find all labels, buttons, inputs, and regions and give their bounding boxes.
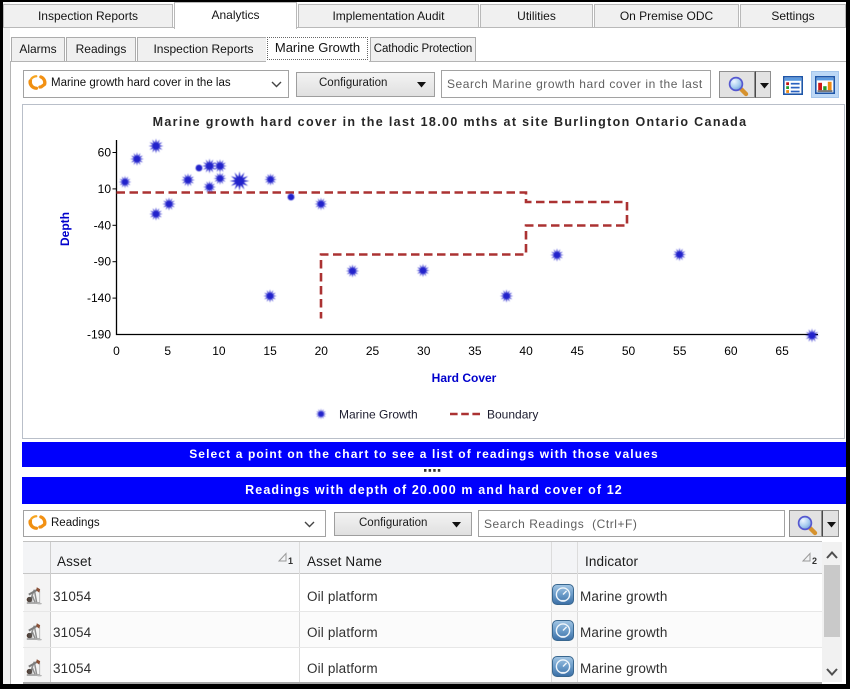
svg-text:-90: -90 bbox=[94, 255, 112, 269]
svg-text:-140: -140 bbox=[87, 291, 111, 305]
svg-text:Depth: Depth bbox=[58, 212, 72, 246]
svg-text:Hard Cover: Hard Cover bbox=[432, 371, 497, 385]
svg-text:60: 60 bbox=[98, 146, 112, 160]
svg-text:25: 25 bbox=[366, 344, 380, 358]
svg-text:20: 20 bbox=[315, 344, 329, 358]
svg-text:Boundary: Boundary bbox=[487, 408, 538, 422]
svg-text:35: 35 bbox=[468, 344, 482, 358]
svg-text:45: 45 bbox=[571, 344, 585, 358]
svg-text:Marine Growth: Marine Growth bbox=[339, 408, 418, 422]
svg-text:40: 40 bbox=[519, 344, 533, 358]
svg-text:10: 10 bbox=[98, 182, 112, 196]
svg-text:1: 1 bbox=[288, 556, 293, 565]
svg-text:50: 50 bbox=[622, 344, 636, 358]
svg-text:-190: -190 bbox=[87, 328, 111, 342]
svg-text:0: 0 bbox=[113, 344, 120, 358]
svg-text:2: 2 bbox=[812, 556, 817, 565]
svg-text:Marine growth hard cover in th: Marine growth hard cover in the last 18.… bbox=[153, 115, 748, 129]
svg-text:15: 15 bbox=[263, 344, 277, 358]
svg-text:5: 5 bbox=[164, 344, 171, 358]
svg-text:-40: -40 bbox=[94, 218, 112, 232]
svg-text:60: 60 bbox=[724, 344, 738, 358]
svg-text:10: 10 bbox=[212, 344, 226, 358]
svg-text:30: 30 bbox=[417, 344, 431, 358]
svg-text:55: 55 bbox=[673, 344, 687, 358]
svg-text:65: 65 bbox=[775, 344, 789, 358]
